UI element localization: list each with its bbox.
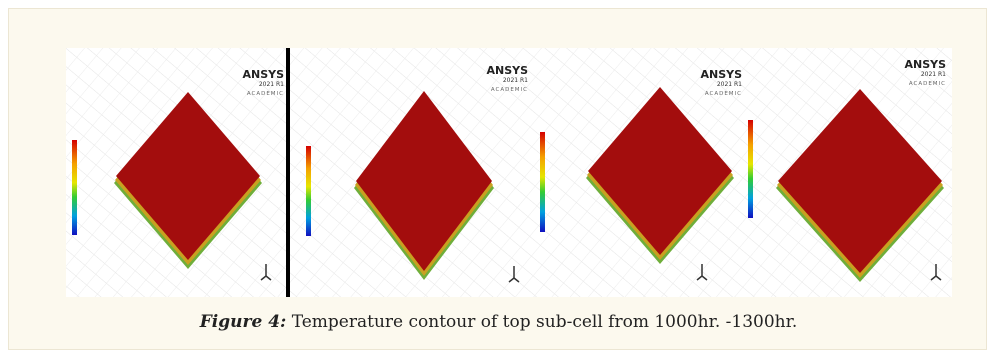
logo-edition: ACADEMIC [705, 91, 742, 97]
legend-bar [72, 140, 77, 235]
caption-text: Temperature contour of top sub-cell from… [292, 312, 798, 332]
logo-edition: ACADEMIC [247, 91, 284, 97]
logo: ANSYS [904, 58, 946, 71]
logo: ANSYS [242, 68, 284, 81]
logo-version: 2021 R1 [717, 81, 742, 88]
legend-bar [540, 132, 545, 232]
logo: ANSYS [486, 64, 528, 77]
logo-version: 2021 R1 [259, 81, 284, 88]
logo-edition: ACADEMIC [491, 87, 528, 93]
legend-bar [748, 120, 753, 218]
caption: Figure 4: Temperature contour of top sub… [0, 312, 997, 332]
logo-edition: ACADEMIC [909, 81, 946, 87]
legend-bar [306, 146, 311, 236]
page: ANSYS2021 R1ACADEMICANSYS2021 R1ACADEMIC… [0, 0, 997, 360]
logo-version: 2021 R1 [503, 77, 528, 84]
logo: ANSYS [700, 68, 742, 81]
caption-label: Figure 4: [200, 312, 287, 332]
logo-version: 2021 R1 [921, 71, 946, 78]
